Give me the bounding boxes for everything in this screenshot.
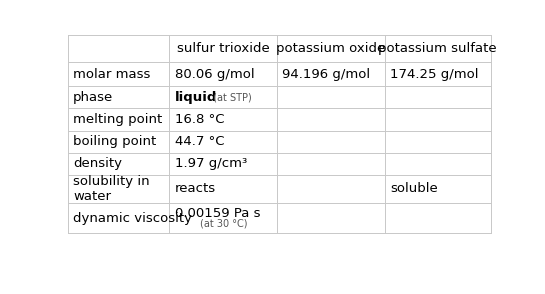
Text: boiling point: boiling point (73, 135, 156, 148)
Text: molar mass: molar mass (73, 68, 150, 81)
Text: phase: phase (73, 91, 113, 104)
Text: reacts: reacts (174, 182, 216, 196)
Text: (at 30 °C): (at 30 °C) (199, 219, 247, 229)
Text: 44.7 °C: 44.7 °C (174, 135, 224, 148)
Text: melting point: melting point (73, 113, 162, 126)
Text: 174.25 g/mol: 174.25 g/mol (390, 68, 479, 81)
Text: solubility in
water: solubility in water (73, 175, 150, 203)
Text: dynamic viscosity: dynamic viscosity (73, 212, 192, 225)
Text: 1.97 g/cm³: 1.97 g/cm³ (174, 157, 247, 170)
Text: sulfur trioxide: sulfur trioxide (177, 42, 270, 55)
Text: 94.196 g/mol: 94.196 g/mol (282, 68, 371, 81)
Text: soluble: soluble (390, 182, 438, 196)
Text: potassium oxide: potassium oxide (276, 42, 386, 55)
Text: potassium sulfate: potassium sulfate (378, 42, 497, 55)
Text: density: density (73, 157, 122, 170)
Text: (at STP): (at STP) (210, 92, 252, 102)
Text: liquid: liquid (174, 91, 217, 104)
Text: 16.8 °C: 16.8 °C (174, 113, 224, 126)
Text: 0.00159 Pa s: 0.00159 Pa s (174, 207, 260, 220)
Text: 80.06 g/mol: 80.06 g/mol (174, 68, 254, 81)
